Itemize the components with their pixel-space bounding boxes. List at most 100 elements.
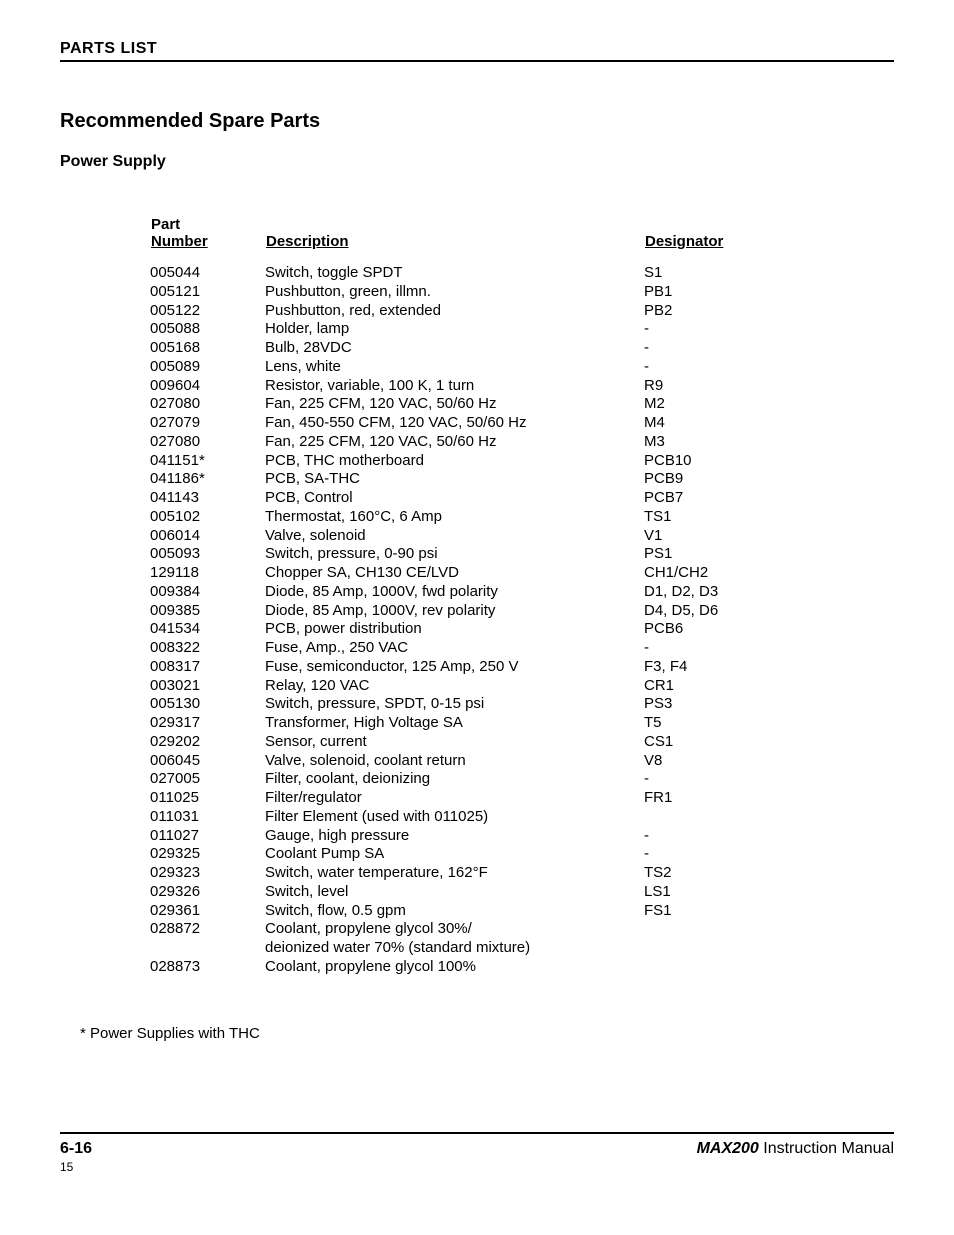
table-row: 029202Sensor, currentCS1	[150, 733, 754, 752]
cell-part-number: 005044	[150, 264, 265, 283]
cell-description: Fan, 225 CFM, 120 VAC, 50/60 Hz	[265, 433, 644, 452]
manual-title-bold: MAX200	[697, 1140, 759, 1157]
cell-designator: LS1	[644, 883, 754, 902]
cell-description: Valve, solenoid	[265, 527, 644, 546]
table-row: 005089Lens, white-	[150, 358, 754, 377]
sub-heading: Power Supply	[60, 153, 894, 171]
cell-description: Gauge, high pressure	[265, 827, 644, 846]
table-row: 129118Chopper SA, CH130 CE/LVDCH1/CH2	[150, 564, 754, 583]
cell-designator	[644, 920, 754, 939]
table-row: 029326Switch, levelLS1	[150, 883, 754, 902]
table-row: 005093Switch, pressure, 0-90 psiPS1	[150, 545, 754, 564]
cell-designator: CH1/CH2	[644, 564, 754, 583]
cell-description: PCB, power distribution	[265, 620, 644, 639]
cell-description: Sensor, current	[265, 733, 644, 752]
cell-designator: -	[644, 320, 754, 339]
cell-description: Fuse, Amp., 250 VAC	[265, 639, 644, 658]
cell-part-number: 005102	[150, 508, 265, 527]
cell-designator: PS1	[644, 545, 754, 564]
table-row: deionized water 70% (standard mixture)	[150, 939, 754, 958]
table-header-row: Part Number Description Designator	[150, 215, 754, 264]
cell-designator: F3, F4	[644, 658, 754, 677]
cell-part-number: 029361	[150, 902, 265, 921]
cell-part-number: 029202	[150, 733, 265, 752]
table-row: 005121Pushbutton, green, illmn.PB1	[150, 283, 754, 302]
table-row: 009384Diode, 85 Amp, 1000V, fwd polarity…	[150, 583, 754, 602]
cell-designator: -	[644, 358, 754, 377]
cell-designator: PS3	[644, 695, 754, 714]
cell-designator: FS1	[644, 902, 754, 921]
cell-description: Coolant Pump SA	[265, 845, 644, 864]
main-heading: Recommended Spare Parts	[60, 110, 894, 133]
cell-description: Filter, coolant, deionizing	[265, 770, 644, 789]
cell-designator: M2	[644, 395, 754, 414]
cell-designator: CR1	[644, 677, 754, 696]
table-row: 029323Switch, water temperature, 162°FTS…	[150, 864, 754, 883]
cell-designator: CS1	[644, 733, 754, 752]
cell-description: Resistor, variable, 100 K, 1 turn	[265, 377, 644, 396]
manual-title-rest: Instruction Manual	[759, 1140, 894, 1157]
cell-designator: V1	[644, 527, 754, 546]
cell-designator: D4, D5, D6	[644, 602, 754, 621]
cell-description: Pushbutton, red, extended	[265, 302, 644, 321]
cell-part-number: 129118	[150, 564, 265, 583]
table-row: 029361Switch, flow, 0.5 gpmFS1	[150, 902, 754, 921]
cell-description: Coolant, propylene glycol 30%/	[265, 920, 644, 939]
cell-description: Holder, lamp	[265, 320, 644, 339]
table-row: 008322Fuse, Amp., 250 VAC-	[150, 639, 754, 658]
cell-description: Lens, white	[265, 358, 644, 377]
cell-part-number: 009384	[150, 583, 265, 602]
table-row: 011025Filter/regulatorFR1	[150, 789, 754, 808]
table-row: 005122Pushbutton, red, extendedPB2	[150, 302, 754, 321]
cell-part-number: 041151*	[150, 452, 265, 471]
cell-description: Thermostat, 160°C, 6 Amp	[265, 508, 644, 527]
table-row: 003021Relay, 120 VACCR1	[150, 677, 754, 696]
cell-description: Transformer, High Voltage SA	[265, 714, 644, 733]
cell-part-number: 028873	[150, 958, 265, 977]
cell-part-number: 005168	[150, 339, 265, 358]
table-row: 008317Fuse, semiconductor, 125 Amp, 250 …	[150, 658, 754, 677]
table-row: 041143PCB, ControlPCB7	[150, 489, 754, 508]
cell-description: Pushbutton, green, illmn.	[265, 283, 644, 302]
table-row: 006045Valve, solenoid, coolant returnV8	[150, 752, 754, 771]
cell-designator: PCB7	[644, 489, 754, 508]
cell-description: Switch, toggle SPDT	[265, 264, 644, 283]
cell-designator: PB2	[644, 302, 754, 321]
cell-part-number: 008317	[150, 658, 265, 677]
col-header-part-line1: Part	[151, 216, 180, 233]
cell-designator: V8	[644, 752, 754, 771]
cell-designator: M4	[644, 414, 754, 433]
cell-designator: PB1	[644, 283, 754, 302]
cell-description: PCB, SA-THC	[265, 470, 644, 489]
table-row: 027080Fan, 225 CFM, 120 VAC, 50/60 HzM3	[150, 433, 754, 452]
table-row: 041151*PCB, THC motherboardPCB10	[150, 452, 754, 471]
table-row: 005044Switch, toggle SPDTS1	[150, 264, 754, 283]
cell-description: deionized water 70% (standard mixture)	[265, 939, 644, 958]
cell-designator: D1, D2, D3	[644, 583, 754, 602]
cell-part-number	[150, 939, 265, 958]
cell-designator: -	[644, 845, 754, 864]
footer-left: 6-16 15	[60, 1140, 92, 1174]
cell-part-number: 005093	[150, 545, 265, 564]
header-title: PARTS LIST	[60, 40, 157, 57]
cell-part-number: 027080	[150, 433, 265, 452]
cell-designator: PCB9	[644, 470, 754, 489]
cell-description: Fuse, semiconductor, 125 Amp, 250 V	[265, 658, 644, 677]
cell-description: Fan, 225 CFM, 120 VAC, 50/60 Hz	[265, 395, 644, 414]
cell-part-number: 006014	[150, 527, 265, 546]
cell-part-number: 029323	[150, 864, 265, 883]
col-header-description: Description	[265, 215, 644, 264]
table-row: 028873Coolant, propylene glycol 100%	[150, 958, 754, 977]
cell-description: PCB, THC motherboard	[265, 452, 644, 471]
cell-designator: -	[644, 339, 754, 358]
cell-part-number: 005089	[150, 358, 265, 377]
col-header-part: Part Number	[150, 215, 265, 264]
cell-description: Valve, solenoid, coolant return	[265, 752, 644, 771]
cell-part-number: 028872	[150, 920, 265, 939]
cell-designator: S1	[644, 264, 754, 283]
cell-part-number: 008322	[150, 639, 265, 658]
table-row: 005130Switch, pressure, SPDT, 0-15 psiPS…	[150, 695, 754, 714]
cell-part-number: 003021	[150, 677, 265, 696]
table-row: 011031Filter Element (used with 011025)	[150, 808, 754, 827]
cell-part-number: 029317	[150, 714, 265, 733]
